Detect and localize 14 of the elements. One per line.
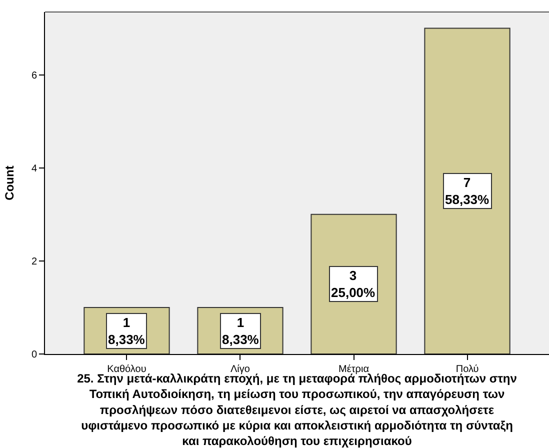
x-tick-label: Καθόλου [107,364,146,375]
data-label: 3 25,00% [331,268,376,300]
x-tick-label: Πολύ [456,364,479,375]
y-tick-label: 6 [31,70,38,82]
y-tick-label: 2 [31,256,38,268]
data-label: 1 8,33% [108,315,146,347]
y-axis-title: Count [2,166,17,200]
bar [424,28,510,354]
y-tick-label: 0 [31,350,38,360]
data-label: 1 8,33% [222,315,260,347]
y-tick-label: 4 [31,163,38,174]
x-tick-label: Λίγο [230,364,250,375]
data-label: 7 58,33% [445,175,490,207]
x-tick-label: Μέτρια [338,364,370,375]
